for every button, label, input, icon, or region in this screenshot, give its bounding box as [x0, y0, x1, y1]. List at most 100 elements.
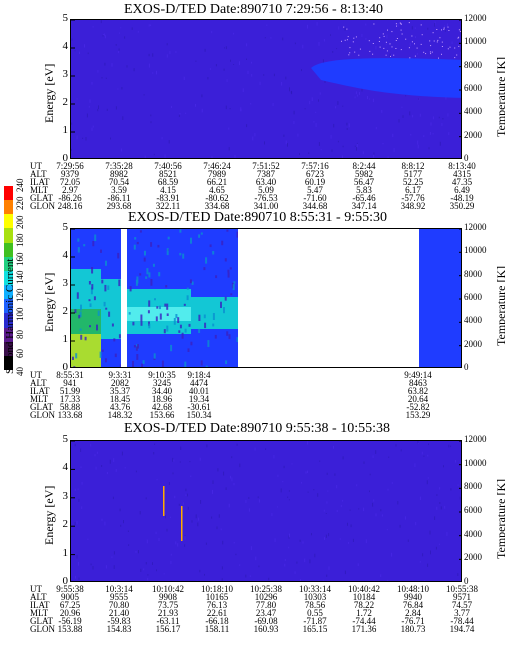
- noise-streak: [191, 281, 194, 285]
- noise-streak: [401, 106, 403, 108]
- ephemeris-value: 153.66: [149, 410, 175, 420]
- speckle: [408, 47, 410, 49]
- noise-streak: [326, 501, 328, 504]
- noise-streak: [179, 252, 182, 256]
- noise-streak: [363, 507, 365, 512]
- intensity-region: [191, 229, 238, 297]
- noise-streak: [99, 351, 102, 358]
- speckle: [447, 48, 449, 50]
- ytick-label: 3: [62, 489, 69, 502]
- noise-streak: [388, 456, 390, 458]
- noise-streak: [428, 147, 430, 150]
- ephemeris-value: 160.93: [253, 624, 279, 634]
- noise-streak: [105, 77, 107, 79]
- ephemeris-value: 4.65: [209, 185, 225, 195]
- noise-streak: [409, 111, 411, 116]
- ephemeris-key: ALT: [30, 169, 47, 179]
- noise-streak: [225, 487, 227, 490]
- noise-streak: [444, 30, 446, 32]
- noise-streak: [74, 50, 76, 52]
- colorbar-segment: [4, 242, 13, 258]
- speckle: [385, 54, 387, 56]
- right-tick-label: 4000: [464, 528, 482, 539]
- noise-streak: [79, 51, 80, 54]
- noise-streak: [324, 80, 326, 83]
- noise-streak: [189, 279, 192, 284]
- noise-streak: [207, 340, 210, 347]
- ephemeris-key: UT: [30, 584, 42, 594]
- noise-streak: [178, 330, 181, 333]
- noise-streak: [113, 458, 115, 462]
- noise-streak: [205, 365, 208, 367]
- noise-streak: [259, 81, 261, 86]
- noise-streak: [441, 123, 443, 126]
- noise-streak: [246, 43, 248, 47]
- noise-streak: [101, 465, 103, 467]
- noise-streak: [334, 473, 336, 476]
- ephemeris-key: GLON: [30, 624, 55, 634]
- noise-streak: [76, 554, 78, 559]
- noise-streak: [282, 37, 284, 41]
- noise-streak: [421, 451, 423, 455]
- noise-streak: [218, 514, 220, 518]
- noise-streak: [83, 244, 86, 247]
- noise-streak: [389, 53, 391, 58]
- noise-streak: [362, 151, 364, 155]
- noise-streak: [90, 287, 93, 295]
- noise-streak: [79, 311, 82, 318]
- ephemeris-value: 40.01: [188, 386, 210, 396]
- noise-streak: [166, 303, 169, 310]
- speckle: [382, 33, 384, 35]
- speckle: [447, 26, 449, 28]
- noise-streak: [188, 323, 191, 327]
- ephemeris-value: 8463: [409, 378, 427, 388]
- noise-streak: [148, 272, 151, 278]
- noise-streak: [333, 445, 334, 449]
- noise-streak: [212, 323, 215, 327]
- noise-streak: [358, 508, 360, 510]
- ephemeris-value: 8:2:44: [352, 161, 376, 171]
- noise-streak: [302, 44, 304, 49]
- noise-streak: [142, 360, 145, 364]
- speckle: [437, 39, 439, 41]
- noise-streak: [444, 505, 446, 509]
- noise-streak: [209, 68, 211, 70]
- noise-streak: [156, 70, 157, 75]
- noise-streak: [104, 33, 106, 36]
- noise-streak: [145, 276, 148, 279]
- noise-streak: [392, 133, 394, 138]
- noise-streak: [200, 360, 203, 366]
- ephemeris-key: MLT: [30, 608, 49, 618]
- noise-streak: [156, 478, 158, 481]
- noise-streak: [385, 44, 387, 46]
- ephemeris-value: 72.05: [59, 177, 81, 187]
- noise-streak: [304, 108, 306, 110]
- ephemeris-value: 60.19: [304, 177, 326, 187]
- noise-streak: [301, 69, 302, 72]
- noise-streak: [170, 553, 172, 556]
- speckle: [349, 52, 351, 54]
- noise-streak: [117, 252, 120, 259]
- noise-streak: [440, 506, 442, 510]
- noise-streak: [226, 331, 229, 336]
- colorbar-tick: 100: [15, 307, 25, 321]
- noise-streak: [90, 563, 92, 566]
- noise-streak: [146, 539, 148, 544]
- speckle: [348, 54, 350, 56]
- ephemeris-key: UT: [30, 370, 42, 380]
- ephemeris-value: 7:40:56: [154, 161, 182, 171]
- ylabel: Energy [eV]: [42, 485, 56, 545]
- ephemeris-value: 9:10:35: [148, 370, 176, 380]
- speckle: [458, 45, 460, 47]
- noise-streak: [234, 154, 236, 158]
- ephemeris-value: -63.11: [156, 616, 180, 626]
- noise-streak: [323, 509, 325, 512]
- noise-streak: [294, 571, 296, 574]
- speckle: [369, 50, 371, 52]
- noise-streak: [106, 108, 108, 111]
- noise-streak: [71, 38, 73, 41]
- noise-streak: [417, 140, 419, 145]
- noise-streak: [294, 42, 296, 45]
- noise-streak: [216, 526, 218, 530]
- speckle: [341, 40, 342, 42]
